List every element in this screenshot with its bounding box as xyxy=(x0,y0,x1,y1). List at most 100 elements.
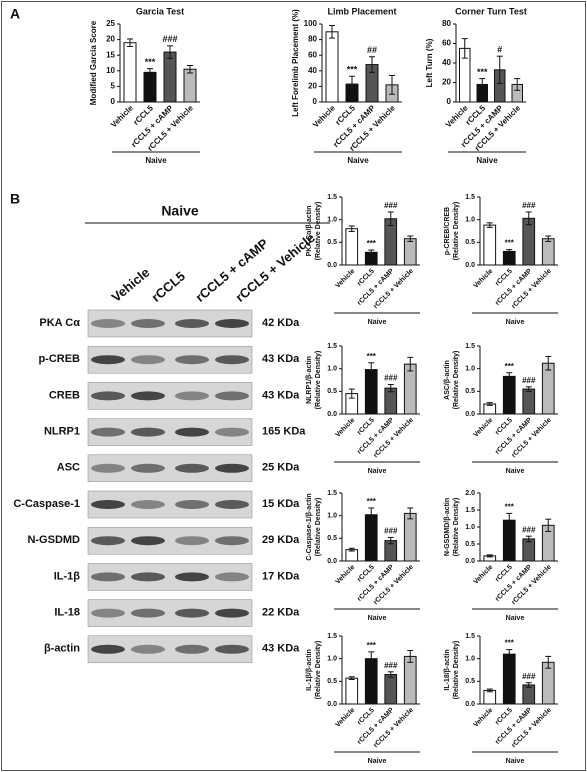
y-axis-label: Left Turn (%) xyxy=(425,38,434,87)
size-label: 25 KDa xyxy=(262,462,300,474)
significance-label: *** xyxy=(367,239,377,248)
blot-band xyxy=(91,644,125,654)
y-tick-label: 0.5 xyxy=(465,239,475,246)
y-axis-label: IL-18/β-actin xyxy=(444,649,451,690)
blot-band xyxy=(215,427,249,437)
blot-band xyxy=(215,319,249,328)
bar xyxy=(522,388,536,415)
blot-band xyxy=(175,319,209,328)
y-tick-label: 5 xyxy=(111,82,116,91)
blot-band xyxy=(175,463,209,473)
y-tick-label: 40 xyxy=(308,66,317,75)
significance-label: *** xyxy=(367,352,377,361)
bar xyxy=(123,42,137,103)
blot-band xyxy=(175,608,209,618)
y-tick-label: 1.5 xyxy=(327,194,337,201)
blot-band xyxy=(215,500,249,509)
y-tick-label: 0.5 xyxy=(327,239,337,246)
significance-label: *** xyxy=(347,65,358,75)
y-tick-label: 1.0 xyxy=(465,656,475,663)
lane-label: rCCL5 xyxy=(148,268,188,305)
blot-band xyxy=(131,500,165,509)
group-label: Naive xyxy=(347,156,369,165)
blot-band xyxy=(175,572,209,582)
significance-label: *** xyxy=(145,57,156,67)
bar xyxy=(403,238,417,266)
y-tick-label: 60 xyxy=(308,50,317,59)
x-tick-label: Vehicle xyxy=(472,417,494,439)
protein-label: ASC xyxy=(57,462,80,474)
group-label: Naive xyxy=(506,319,525,326)
y-axis-label: (Relative Density) xyxy=(453,202,460,261)
significance-label: *** xyxy=(505,239,515,248)
significance-label: ### xyxy=(384,661,398,670)
blot-band xyxy=(91,427,125,437)
group-label: Naive xyxy=(368,758,387,765)
y-axis-label: (Relative Density) xyxy=(453,351,460,410)
protein-label: NLRP1 xyxy=(44,426,80,438)
significance-label: *** xyxy=(505,639,515,648)
blot-band xyxy=(91,536,125,546)
blot-band xyxy=(175,536,209,546)
blot-band xyxy=(131,644,165,654)
y-tick-label: 80 xyxy=(442,19,451,28)
y-tick-label: 20 xyxy=(106,35,115,44)
significance-label: ### xyxy=(384,527,398,536)
y-tick-label: 0.5 xyxy=(327,535,337,542)
bar xyxy=(345,228,359,266)
y-tick-label: 1.5 xyxy=(465,507,475,514)
y-tick-label: 40 xyxy=(442,58,451,67)
y-axis-label: (Relative Density) xyxy=(315,641,322,700)
significance-label: *** xyxy=(477,67,488,77)
blot-band xyxy=(215,463,249,473)
significance-label: *** xyxy=(367,641,377,650)
size-label: 43 KDa xyxy=(262,353,300,365)
blot-band xyxy=(215,355,249,365)
y-tick-label: 0.0 xyxy=(327,262,337,269)
significance-label: *** xyxy=(367,497,377,506)
y-axis-label: Left Forelimb Placement (%) xyxy=(291,9,300,117)
bar xyxy=(522,217,536,266)
blot-band xyxy=(91,355,125,365)
group-label: Naive xyxy=(506,758,525,765)
protein-label: PKA Cα xyxy=(39,317,80,329)
y-tick-label: 1.0 xyxy=(327,217,337,224)
y-tick-label: 0.5 xyxy=(465,678,475,685)
blot-band xyxy=(215,536,249,546)
size-label: 22 KDa xyxy=(262,607,300,619)
size-label: 17 KDa xyxy=(262,570,300,582)
y-tick-label: 0.0 xyxy=(465,701,475,708)
x-tick-label: Vehicle xyxy=(311,103,337,129)
group-label: Naive xyxy=(506,615,525,622)
y-axis-label: (Relative Density) xyxy=(315,498,322,557)
y-axis-label: PKA Cα/β-actin xyxy=(306,206,313,257)
y-tick-label: 0.5 xyxy=(465,388,475,395)
y-tick-label: 1.0 xyxy=(465,366,475,373)
significance-label: ### xyxy=(522,376,536,385)
x-tick-label: Vehicle xyxy=(334,417,356,439)
blot-band xyxy=(91,500,125,509)
bar xyxy=(143,71,157,103)
chart-title: Garcia Test xyxy=(136,6,184,16)
blot-band xyxy=(91,608,125,618)
size-label: 43 KDa xyxy=(262,389,300,401)
significance-label: ### xyxy=(522,525,536,534)
x-tick-label: Vehicle xyxy=(444,103,470,129)
blot-band xyxy=(91,572,125,582)
y-tick-label: 20 xyxy=(308,82,317,91)
protein-label: IL-1β xyxy=(54,570,81,582)
y-tick-label: 0.0 xyxy=(465,411,475,418)
y-tick-label: 2.0 xyxy=(465,490,475,497)
y-axis-label: IL-1β/β-actin xyxy=(306,649,313,691)
protein-label: p-CREB xyxy=(38,353,80,365)
y-tick-label: 0 xyxy=(313,97,318,106)
x-tick-label: Vehicle xyxy=(472,268,494,290)
y-tick-label: 0.0 xyxy=(327,411,337,418)
significance-label: ### xyxy=(384,201,398,210)
blot-band xyxy=(175,355,209,365)
panel-label: A xyxy=(10,6,20,22)
size-label: 15 KDa xyxy=(262,498,300,510)
significance-label: *** xyxy=(505,503,515,512)
